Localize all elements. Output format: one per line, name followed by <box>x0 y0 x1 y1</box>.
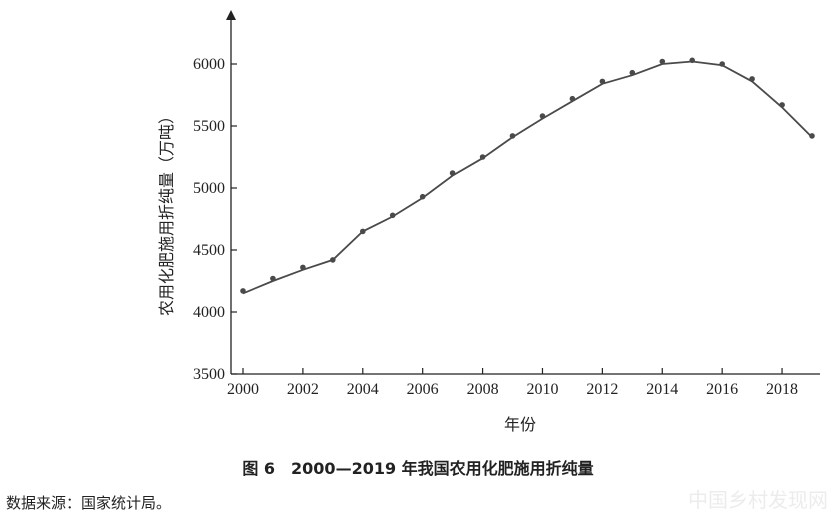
data-point <box>779 102 785 108</box>
x-tick-label: 2012 <box>586 381 618 398</box>
y-tick-label: 4000 <box>193 304 225 321</box>
y-axis-arrow <box>226 10 236 20</box>
x-tick-label: 2006 <box>407 381 439 398</box>
x-tick-label: 2000 <box>227 381 259 398</box>
data-point <box>569 95 576 102</box>
data-point <box>719 61 725 67</box>
data-point <box>270 275 276 282</box>
series-line <box>242 60 813 295</box>
y-tick-label: 4500 <box>193 242 225 259</box>
x-tick-label: 2010 <box>526 381 558 398</box>
data-point <box>300 264 306 271</box>
y-tick-label: 5500 <box>193 118 225 135</box>
y-axis-label: 农用化肥施用折纯量（万吨） <box>157 108 176 316</box>
data-point <box>509 133 516 139</box>
figure-caption: 图 6 2000—2019 年我国农用化肥施用折纯量 <box>242 459 594 478</box>
data-point <box>389 212 396 219</box>
data-point <box>629 69 636 76</box>
data-point <box>419 193 426 200</box>
y-tick-label: 3500 <box>193 366 225 383</box>
chart-plot-area <box>240 57 815 295</box>
x-tick-label: 2016 <box>706 381 738 398</box>
data-point <box>330 257 336 263</box>
data-point <box>599 78 606 85</box>
data-point <box>539 113 546 119</box>
data-point <box>809 133 815 139</box>
chart-ticks: 3500 4000 4500 5000 5500 6000 2000 2002 2004 2006… <box>193 56 798 398</box>
data-point <box>449 170 456 176</box>
data-point <box>479 154 486 160</box>
x-tick-label: 2018 <box>766 381 798 398</box>
watermark-text: 中国乡村发现网 <box>688 488 828 512</box>
data-point <box>749 76 755 82</box>
data-point <box>689 57 695 64</box>
data-point <box>659 58 666 65</box>
x-tick-label: 2008 <box>467 381 499 398</box>
data-point <box>240 288 246 294</box>
data-source-note: 数据来源：国家统计局。 <box>6 494 172 512</box>
x-tick-label: 2002 <box>287 381 319 398</box>
chart-axes <box>226 10 820 375</box>
y-tick-label: 6000 <box>193 56 225 73</box>
data-point <box>360 228 366 235</box>
x-tick-label: 2014 <box>646 381 678 398</box>
x-axis-label: 年份 <box>504 415 536 434</box>
y-tick-label: 5000 <box>193 180 225 197</box>
line-chart: 3500 4000 4500 5000 5500 6000 2000 2002 2004 2006… <box>157 10 820 434</box>
x-tick-label: 2004 <box>347 381 379 398</box>
